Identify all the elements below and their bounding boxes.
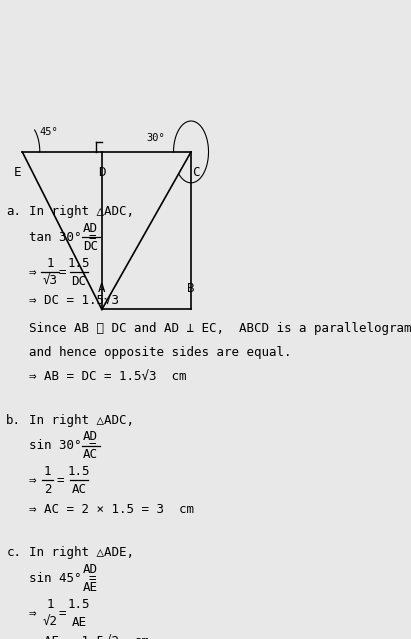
Text: 1: 1 [46,597,54,611]
Text: In right △ADE,: In right △ADE, [29,546,134,559]
Text: 45°: 45° [40,127,58,137]
Text: ⇒: ⇒ [29,474,36,487]
Text: AD: AD [83,430,98,443]
Text: b.: b. [6,413,21,427]
Text: AC: AC [72,483,86,496]
Text: sin 45° =: sin 45° = [29,572,104,585]
Text: 30°: 30° [147,133,165,143]
Text: √3: √3 [42,275,58,288]
Text: DC: DC [83,240,98,253]
Text: AD: AD [83,563,98,576]
Text: tan 30° =: tan 30° = [29,231,104,244]
Text: ⇒ AB = DC = 1.5√3  cm: ⇒ AB = DC = 1.5√3 cm [29,371,186,383]
Text: E: E [14,166,21,179]
Text: √2: √2 [42,616,58,629]
Text: B: B [187,282,195,295]
Text: AC: AC [83,448,98,461]
Text: In right △ADC,: In right △ADC, [29,205,134,219]
Text: ⇒: ⇒ [29,607,36,620]
Text: c.: c. [6,546,21,559]
Text: 1: 1 [46,257,54,270]
Text: 1.5: 1.5 [68,597,90,611]
Text: sin 30° =: sin 30° = [29,439,104,452]
Text: =: = [57,474,64,487]
Text: A: A [98,282,106,295]
Text: and hence opposite sides are equal.: and hence opposite sides are equal. [29,346,291,359]
Text: AD: AD [83,222,98,235]
Text: 2: 2 [44,483,51,496]
Text: Since AB ∥ DC and AD ⊥ EC,  ABCD is a parallelogram: Since AB ∥ DC and AD ⊥ EC, ABCD is a par… [29,322,411,335]
Text: C: C [192,166,199,179]
Text: =: = [59,266,67,279]
Text: =: = [59,607,67,620]
Text: In right △ADC,: In right △ADC, [29,413,134,427]
Text: AE: AE [72,616,86,629]
Text: D: D [98,166,106,179]
Text: AE: AE [83,581,98,594]
Text: ⇒ AC = 2 × 1.5 = 3  cm: ⇒ AC = 2 × 1.5 = 3 cm [29,504,194,516]
Text: ⇒ DC = 1.5√3: ⇒ DC = 1.5√3 [29,295,119,308]
Text: ⇒: ⇒ [29,266,36,279]
Text: DC: DC [72,275,86,288]
Text: 1.5: 1.5 [68,257,90,270]
Text: a.: a. [6,205,21,219]
Text: 1.5: 1.5 [68,465,90,478]
Text: 1: 1 [44,465,51,478]
Text: ⇒ AE = 1.5√2  cm: ⇒ AE = 1.5√2 cm [29,636,149,639]
